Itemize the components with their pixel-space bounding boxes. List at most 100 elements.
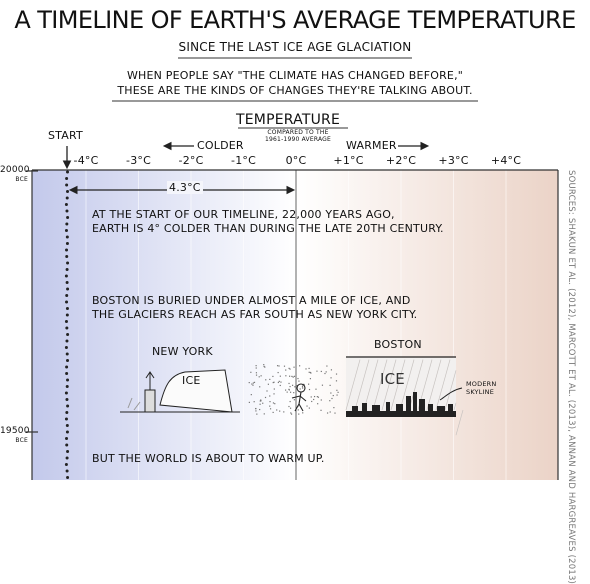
snow-speck [286,391,288,393]
trace-dot [65,307,69,310]
trace-dot [65,300,69,304]
snow-speck [326,365,328,367]
snow-speck [283,365,286,367]
ice-hatch [399,359,415,411]
trace-dot [65,326,69,330]
message-boston-line-1: Boston is buried under almost a mile of … [92,294,411,307]
snow-speck [308,371,310,373]
snow-speck [302,387,304,389]
snow-speck [277,371,279,374]
new-york-illustration [120,369,240,413]
trace-dot [65,281,69,284]
trace-dot [65,209,69,213]
snow-speck [302,384,304,386]
colder-arrow [162,141,194,151]
trace-dot [64,274,68,278]
snow-speck [288,405,290,408]
snow-speck [279,410,281,412]
trace-dot [65,183,69,187]
year-value: 19500 [0,426,30,436]
snow-speck [289,375,291,377]
snow-speck [273,393,275,395]
tick-label: +1°C [333,154,364,167]
snow-speck [259,403,261,405]
snow-speck [320,409,322,411]
trace-dot [65,372,69,375]
trace-dot [65,255,69,258]
snow-speck [276,365,279,367]
tick-label: +2°C [385,154,417,167]
trace-dot [65,398,69,401]
ice-hatch [453,402,457,411]
snow-speck [278,365,280,367]
trace-dot [65,339,69,343]
snow-speck [308,388,311,391]
snow-speck [332,394,334,397]
snow-speck [274,403,276,405]
trace-dot [65,430,69,434]
snow-speck [289,400,291,403]
ice-hatch [363,359,379,411]
snow-speck [293,392,295,394]
snow-speck [259,400,261,402]
snow-speck [331,397,333,400]
snow-speck [264,396,267,399]
snow-speck [298,413,300,415]
snow-speck [256,413,258,415]
message-boston-line-2: the glaciers reach as far south as New Y… [92,308,418,321]
tick-label: -2°C [178,154,204,167]
snow-speck [285,375,287,377]
snow-speck [317,396,320,398]
snow-speck [302,412,304,414]
snow-speck [251,383,253,385]
ice-hatch [345,359,361,411]
snow-speck [309,378,312,380]
snow-speck [288,367,290,369]
snow-speck [329,400,331,402]
snow-speck [250,371,252,373]
snow-speck [305,368,307,370]
trace-dot [65,222,69,226]
snow-speck [252,384,254,386]
snow-speck [337,391,339,393]
snow-speck [278,380,280,382]
snow-speck [253,401,255,403]
intro-text: When people say "the climate has changed… [0,68,590,98]
trace-dot [65,294,69,297]
year-era: BCE [15,437,28,444]
snow-speck [324,372,326,375]
tick-label: 0°C [285,154,307,167]
ice-hatch [444,370,457,411]
snow-speck [335,380,338,382]
snow-speck [336,394,338,396]
snow-speck [248,401,250,404]
snow-speck [326,412,329,414]
snow-speck [329,384,331,386]
snow-speck [333,407,335,409]
message-warm-up: But the world is about to warm up. [92,452,325,465]
boston-skyline-icon [346,392,456,417]
snow-speck [260,375,262,377]
snow-speck [272,402,275,404]
snow-speck [298,380,300,382]
snow-speck [321,384,324,386]
snow-speck [262,402,264,404]
trace-dot [64,417,68,421]
snow-speck [289,385,291,388]
message-start-line-1: At the start of our timeline, 22,000 yea… [92,208,395,221]
message-boston: Boston is buried under almost a mile of … [92,294,417,322]
snow-speck [293,366,295,368]
ice-hatch [354,359,370,411]
timeline-plot [26,57,559,480]
snow-speck [258,376,260,378]
snow-speck [330,377,332,379]
snow-speck [316,370,318,372]
trace-dot [65,437,69,440]
warm-band [296,170,558,480]
page-title: A Timeline of Earth's Average Temperatur… [14,6,576,34]
snow-speck [308,407,310,409]
snow-speck [288,388,290,390]
snow-speck [334,412,336,414]
year-label-19500: 19500 BCE [0,426,30,445]
snow-speck [277,381,279,384]
